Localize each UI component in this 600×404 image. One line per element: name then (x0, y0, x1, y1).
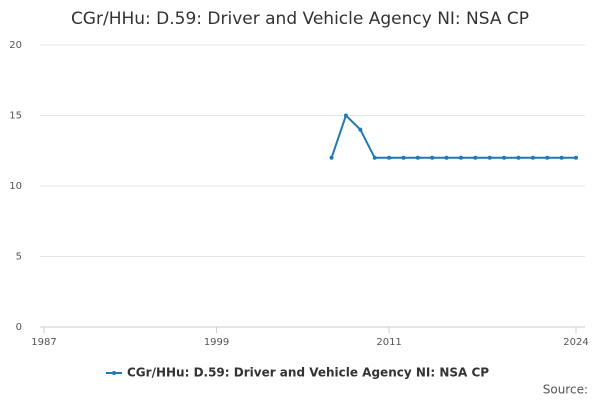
x-tick-label: 2024 (563, 337, 588, 348)
point (343, 113, 348, 118)
x-tick-label: 1987 (31, 337, 56, 348)
point (516, 155, 521, 160)
point (401, 155, 406, 160)
point (530, 155, 535, 160)
point (574, 155, 578, 160)
y-tick-label: 20 (9, 40, 22, 51)
point (487, 155, 492, 160)
y-tick-label: 10 (9, 181, 22, 192)
point (358, 127, 363, 132)
point (444, 155, 449, 160)
point (387, 155, 392, 160)
point (372, 155, 377, 160)
source: Source: (543, 383, 588, 397)
legend-label: CGr/HHu: D.59: Driver and Vehicle Agency… (127, 366, 489, 380)
point (545, 155, 550, 160)
y-tick-label: 5 (16, 252, 22, 263)
point (473, 155, 478, 160)
point (559, 155, 564, 160)
series-line (330, 113, 576, 159)
point (430, 155, 435, 160)
point (415, 155, 420, 160)
legend-marker (112, 371, 116, 375)
x-tick-label: 1999 (204, 337, 229, 348)
point (502, 155, 507, 160)
x-tick-label: 2011 (376, 337, 401, 348)
point (458, 155, 463, 160)
y-tick-label: 15 (9, 111, 22, 122)
point (329, 155, 334, 160)
y-tick-label: 0 (16, 322, 22, 333)
chart-title: CGr/HHu: D.59: Driver and Vehicle Agency… (71, 9, 529, 29)
